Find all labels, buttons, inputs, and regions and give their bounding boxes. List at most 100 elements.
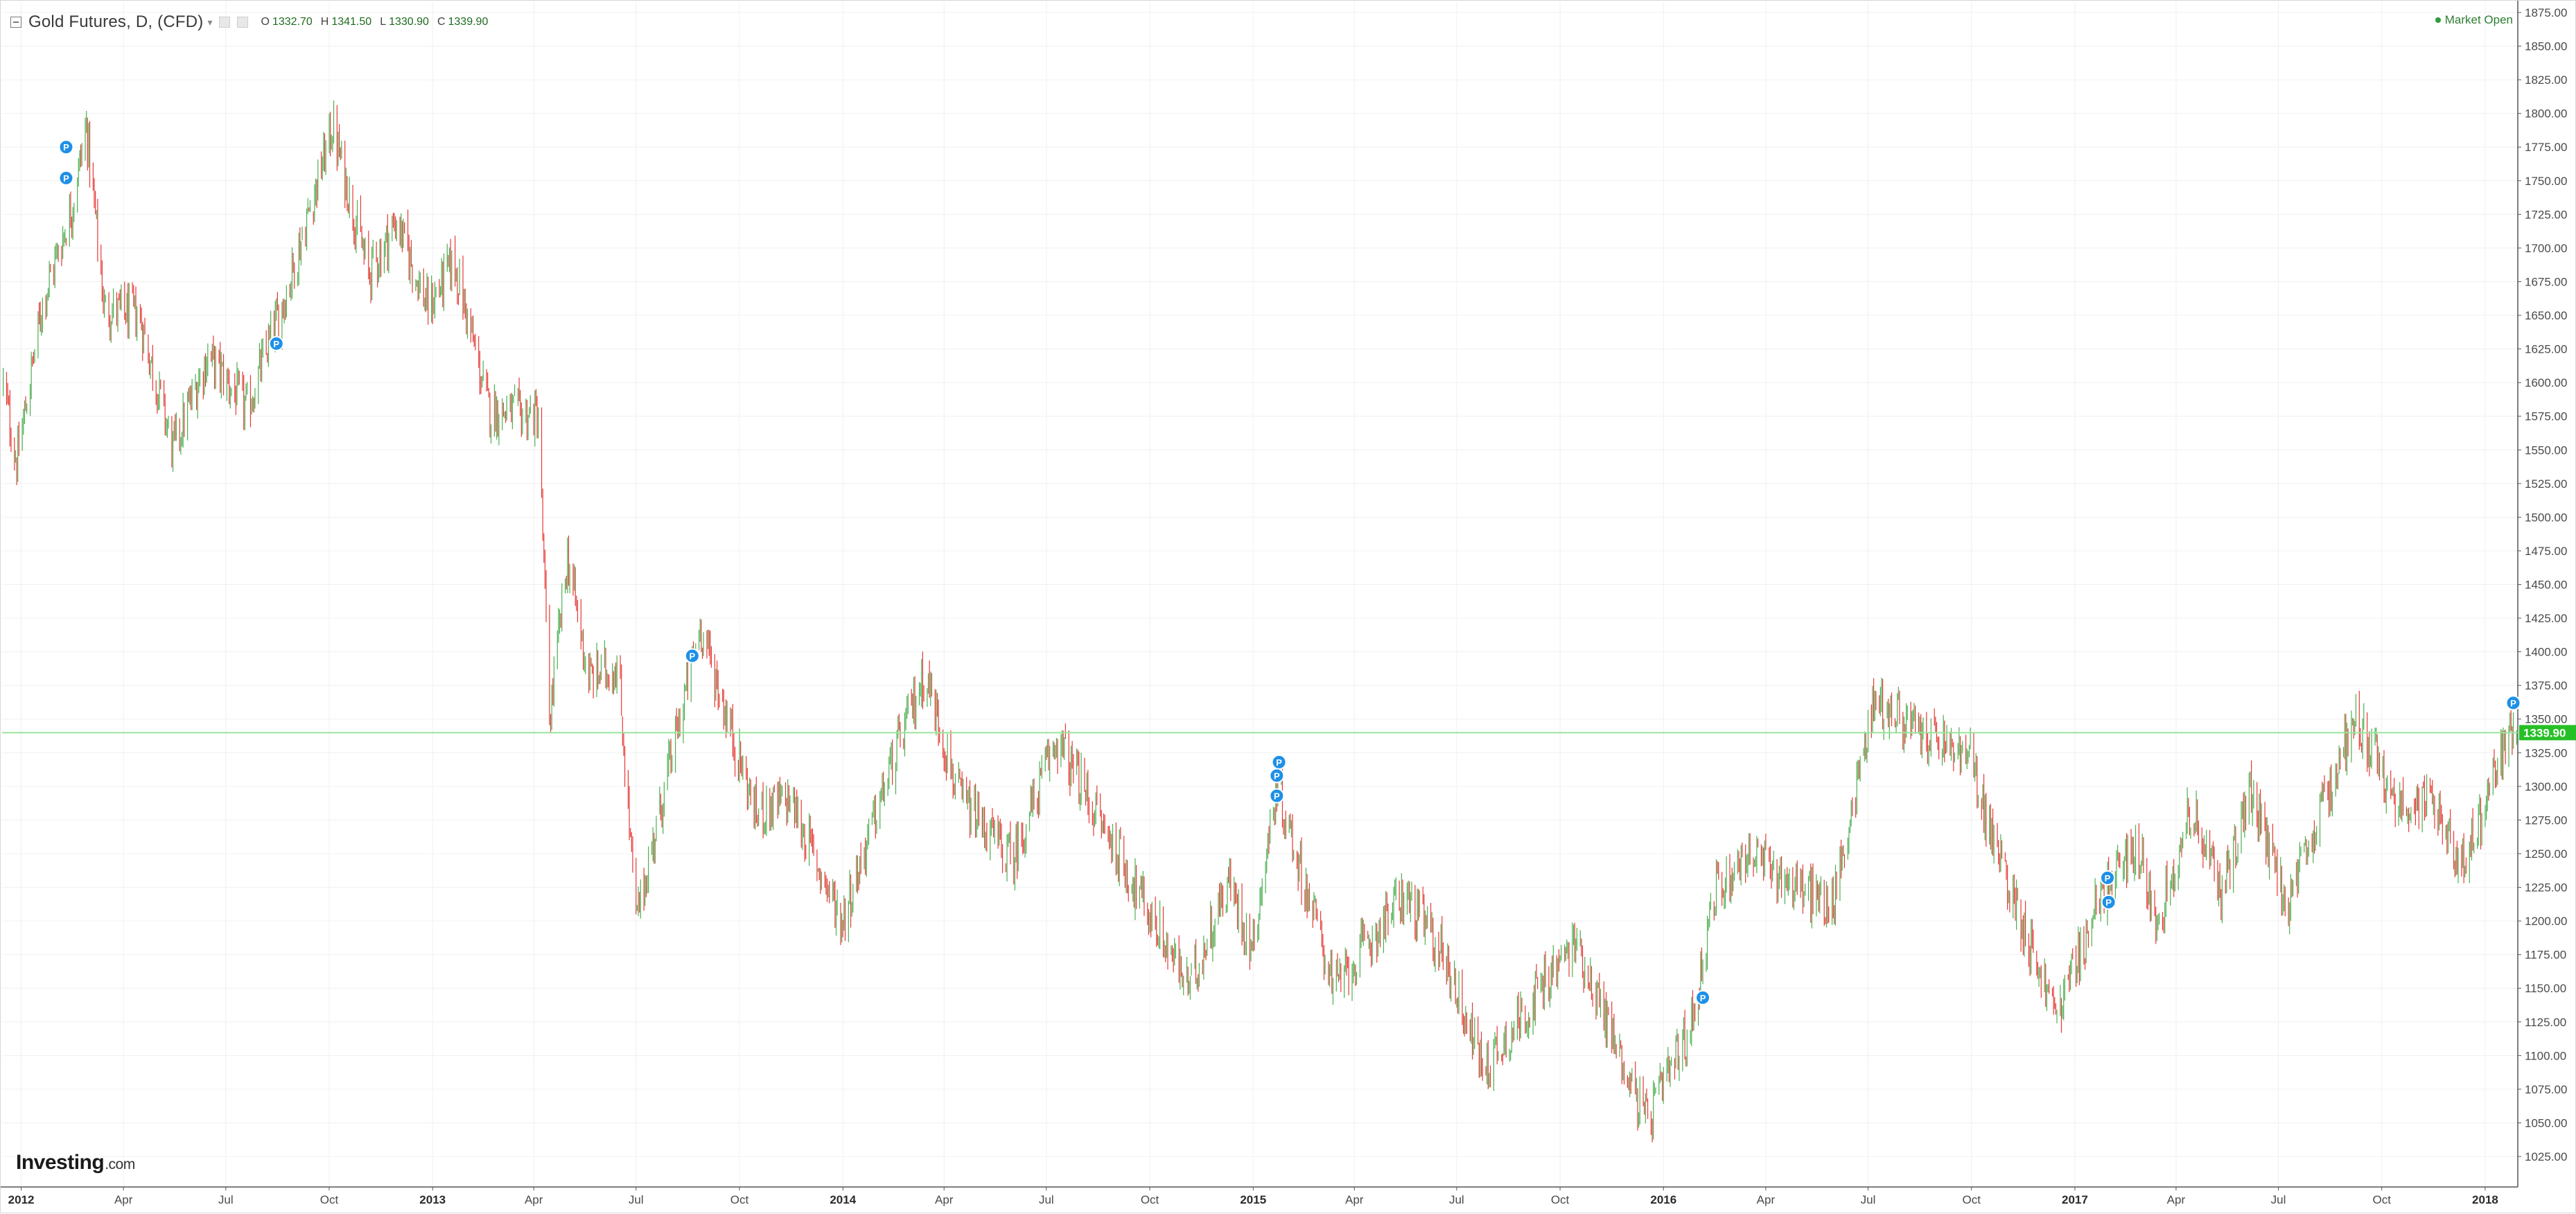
settings-box-icon[interactable]: [219, 17, 231, 28]
y-tick-label: 1875.00: [2525, 6, 2567, 19]
p-marker-icon: [1269, 768, 1285, 784]
x-tick-label: 2016: [1650, 1193, 1676, 1206]
y-tick-label: 1625.00: [2525, 343, 2567, 356]
y-tick-label: 1425.00: [2525, 612, 2567, 625]
y-tick-label: 1700.00: [2525, 242, 2567, 255]
y-tick-label: 1675.00: [2525, 275, 2567, 288]
x-tick-label: 2018: [2472, 1193, 2498, 1206]
y-tick-label: 1325.00: [2525, 746, 2567, 759]
p-marker-label: P: [1276, 757, 1282, 768]
p-marker-icon: [1269, 788, 1285, 804]
p-marker-icon: [58, 170, 74, 186]
y-tick-label: 1350.00: [2525, 713, 2567, 726]
ohlc-high: H 1341.50: [320, 16, 372, 28]
y-tick-label: 1200.00: [2525, 915, 2567, 928]
x-tick-label: Apr: [2167, 1193, 2186, 1206]
y-tick-label: 1825.00: [2525, 73, 2567, 87]
ohlc-readout: O 1332.70 H 1341.50 L 1330.90 C 1339.90: [261, 16, 488, 28]
y-tick-label: 1450.00: [2525, 579, 2567, 592]
x-tick-label: Jul: [629, 1193, 644, 1206]
x-tick-label: Oct: [1962, 1193, 1981, 1206]
candles-layer: [3, 100, 2517, 1143]
p-marker-label: P: [690, 651, 696, 661]
y-tick-label: 1475.00: [2525, 545, 2567, 558]
y-tick-label: 1375.00: [2525, 679, 2567, 692]
p-marker-label: P: [1274, 771, 1280, 781]
y-tick-label: 1225.00: [2525, 881, 2567, 895]
p-marker-label: P: [273, 339, 279, 349]
p-marker-label: P: [1274, 791, 1280, 801]
y-tick-label: 1275.00: [2525, 813, 2567, 827]
logo-domain: .com: [105, 1156, 135, 1172]
x-tick-label: Apr: [525, 1193, 543, 1206]
x-tick-label: 2012: [8, 1193, 35, 1206]
collapse-icon[interactable]: [10, 17, 21, 28]
x-tick-label: Jul: [1449, 1193, 1464, 1206]
x-tick-label: Apr: [935, 1193, 954, 1206]
p-marker-icon: [2099, 870, 2115, 886]
x-tick-label: Apr: [1345, 1193, 1364, 1206]
y-tick-label: 1600.00: [2525, 376, 2567, 389]
y-tick-label: 1150.00: [2525, 982, 2566, 995]
x-tick-label: Oct: [730, 1193, 749, 1206]
chart-header: Gold Futures, D, (CFD) ▾ O 1332.70 H 1341.…: [10, 10, 488, 34]
y-tick-label: 1500.00: [2525, 511, 2567, 524]
y-tick-label: 1525.00: [2525, 477, 2567, 491]
x-tick-label: Oct: [1551, 1193, 1570, 1206]
p-marker-icon: [2101, 894, 2117, 910]
x-tick-label: 2014: [830, 1193, 856, 1206]
hide-box-icon[interactable]: [237, 17, 249, 28]
symbol-title[interactable]: Gold Futures, D, (CFD): [28, 12, 204, 31]
x-tick-label: Oct: [320, 1193, 339, 1206]
x-tick-label: Apr: [114, 1193, 133, 1206]
market-status: Market Open: [2435, 13, 2513, 27]
y-tick-label: 1050.00: [2525, 1116, 2567, 1129]
y-tick-label: 1575.00: [2525, 410, 2567, 423]
ohlc-low: L 1330.90: [380, 16, 429, 28]
y-tick-label: 1775.00: [2525, 141, 2567, 154]
x-tick-label: Oct: [2373, 1193, 2392, 1206]
y-tick-label: 1850.00: [2525, 40, 2567, 53]
ohlc-open: O 1332.70: [261, 16, 313, 28]
y-tick-label: 1725.00: [2525, 208, 2567, 221]
x-tick-label: 2017: [2062, 1193, 2088, 1206]
x-tick-label: 2013: [419, 1193, 446, 1206]
x-tick-label: Apr: [1757, 1193, 1776, 1206]
p-marker-icon: [1695, 989, 1711, 1005]
p-marker-label: P: [2510, 698, 2516, 708]
y-tick-label: 1250.00: [2525, 847, 2567, 861]
x-tick-label: 2015: [1240, 1193, 1266, 1206]
p-marker-icon: [684, 648, 700, 664]
y-tick-label: 1750.00: [2525, 175, 2567, 188]
logo-brand: Investing: [16, 1151, 105, 1174]
x-tick-label: Jul: [218, 1193, 234, 1206]
y-tick-label: 1650.00: [2525, 309, 2567, 322]
y-tick-label: 1300.00: [2525, 780, 2567, 793]
p-marker-label: P: [1700, 993, 1706, 1003]
last-price-badge-label: 1339.90: [2523, 726, 2566, 739]
x-tick-label: Jul: [1861, 1193, 1876, 1206]
x-tick-label: Jul: [2271, 1193, 2286, 1206]
investing-logo: Investing.com: [16, 1151, 135, 1175]
chevron-down-icon[interactable]: ▾: [207, 16, 213, 28]
p-marker-label: P: [2105, 873, 2111, 883]
p-marker-icon: [2505, 695, 2521, 711]
y-tick-label: 1800.00: [2525, 107, 2567, 121]
y-tick-label: 1400.00: [2525, 646, 2567, 659]
x-tick-label: Oct: [1141, 1193, 1159, 1206]
y-tick-label: 1100.00: [2525, 1049, 2566, 1062]
p-marker-label: P: [63, 173, 69, 184]
p-marker-icon: [268, 335, 284, 351]
last-price-badge: [2519, 725, 2576, 741]
x-tick-label: Jul: [1039, 1193, 1054, 1206]
status-dot-icon: [2435, 17, 2441, 23]
p-marker-label: P: [2105, 897, 2112, 908]
y-tick-label: 1025.00: [2525, 1150, 2567, 1163]
p-marker-label: P: [63, 142, 69, 152]
y-tick-label: 1550.00: [2525, 443, 2567, 457]
ohlc-close: C 1339.90: [437, 16, 489, 28]
p-marker-icon: [58, 139, 74, 155]
y-tick-label: 1125.00: [2525, 1016, 2566, 1029]
